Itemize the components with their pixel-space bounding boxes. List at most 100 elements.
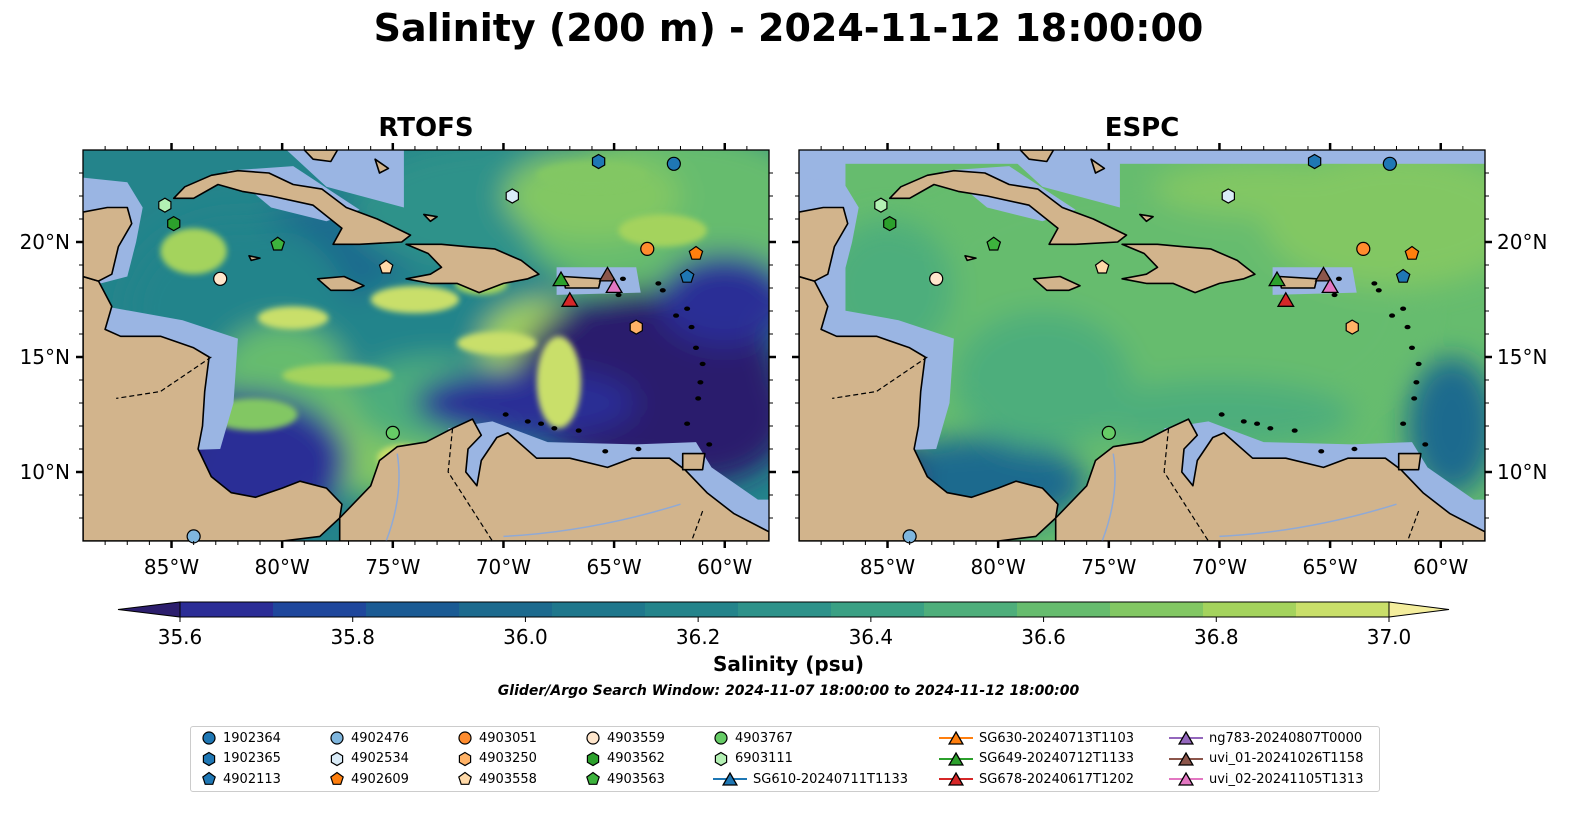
legend-marker-icon	[714, 751, 728, 766]
colorbar-bin	[1110, 602, 1204, 617]
colorbar-tick-label: 37.0	[1367, 625, 1412, 649]
lon-tick-label: 70°W	[1192, 555, 1247, 579]
lon-tick-label: 80°W	[255, 555, 310, 579]
lon-tick-label: 60°W	[1413, 555, 1468, 579]
platform-1902365	[1307, 153, 1322, 170]
platform-4902534	[505, 188, 519, 204]
legend-marker-icon	[458, 771, 472, 785]
lon-tick-label: 75°W	[365, 555, 420, 579]
legend-label: 1902364	[223, 730, 281, 746]
platform-4902534	[1221, 188, 1235, 204]
panel-title-espc: ESPC	[1104, 113, 1180, 143]
legend-item: uvi_02-20241105T1313	[1169, 769, 1363, 789]
legend-marker-icon	[202, 731, 216, 745]
legend-marker-icon	[947, 751, 965, 766]
platform-4903767	[1101, 425, 1116, 440]
legend-item: SG610-20240711T1133	[713, 769, 908, 789]
platform-1902364	[666, 156, 681, 171]
platform-legend: 1902364 1902365 4902113 4902476 4902534 49026…	[190, 726, 1380, 792]
legend-label: 4903562	[607, 751, 665, 766]
legend-label: 4903559	[607, 730, 665, 746]
platform-4903562	[883, 215, 897, 232]
legend-label: SG610-20240711T1133	[753, 771, 909, 787]
colorbar-tick-label: 36.4	[849, 625, 894, 649]
figure-title: Salinity (200 m) - 2024-11-12 18:00:00	[373, 6, 1204, 50]
colorbar-tick-label: 36.8	[1194, 625, 1239, 649]
legend-item: 4903051	[457, 728, 537, 748]
lat-tick-label-left: 10°N	[20, 460, 70, 484]
legend-label: 4903051	[479, 730, 537, 746]
legend-item: 1902364	[201, 728, 281, 748]
lon-tick-label: 70°W	[476, 555, 531, 579]
legend-marker-icon	[947, 771, 965, 786]
legend-item: SG678-20240617T1202	[939, 769, 1134, 789]
legend-marker-icon	[721, 771, 739, 786]
axis-ticks: 85°W 80°W 75°W 70°W 65°W 60°W 85°W 80°W 75°W 70°W…	[20, 143, 1547, 579]
colorbar-bin	[552, 602, 646, 617]
lon-tick-label: 60°W	[697, 555, 752, 579]
legend-item: uvi_01-20241026T1158	[1169, 749, 1363, 769]
rtofs-map-panel	[82, 149, 770, 544]
platform-4902113	[679, 268, 695, 283]
legend-label: 4903250	[479, 751, 537, 766]
legend-item: 4902534	[329, 749, 409, 769]
legend-label: 4903767	[735, 730, 793, 746]
platform-4903051	[640, 241, 655, 257]
legend-label: 6903111	[735, 751, 793, 766]
lat-tick-label-right: 20°N	[1497, 230, 1547, 254]
colorbar-tick-label: 35.8	[330, 625, 375, 649]
platform-4902476	[186, 529, 201, 544]
legend-label: SG649-20240712T1133	[979, 751, 1135, 766]
platform-4903558	[1094, 259, 1110, 274]
colorbar-bin	[645, 602, 739, 617]
legend-marker-icon	[1177, 730, 1195, 745]
legend-item: 4903563	[585, 769, 665, 789]
colorbar-bin	[273, 602, 367, 617]
legend-item: SG630-20240713T1103	[939, 728, 1134, 748]
platform-4903559	[213, 271, 228, 286]
platform-4903767	[385, 425, 400, 440]
legend-item: SG649-20240712T1133	[939, 749, 1134, 769]
platform-1902364	[1382, 156, 1397, 171]
colorbar-min-extension	[117, 601, 181, 618]
legend-marker-icon	[1177, 751, 1195, 766]
platform-4903563	[986, 236, 1002, 251]
platform-SG678-20240617T1202	[560, 291, 579, 307]
panel-title-rtofs: RTOFS	[378, 113, 474, 143]
legend-item: 4903558	[457, 769, 537, 789]
legend-label: 4902534	[351, 751, 409, 766]
lat-tick-label-left: 15°N	[20, 345, 70, 369]
platform-SG678-20240617T1202	[1276, 291, 1295, 307]
colorbar-bin	[831, 602, 925, 617]
legend-marker-icon	[947, 730, 965, 745]
legend-marker-icon	[330, 751, 344, 766]
platform-uvi_02-20241105T1313	[605, 277, 624, 294]
colorbar-tick-label: 36.0	[503, 625, 548, 649]
legend-marker-icon	[458, 731, 472, 745]
lat-tick-label-right: 10°N	[1497, 460, 1547, 484]
platform-SG649-20240712T1133	[552, 270, 570, 287]
legend-marker-icon	[458, 751, 472, 766]
colorbar-tick-label: 36.6	[1021, 625, 1066, 649]
legend-item: 4902476	[329, 728, 409, 748]
legend-marker-icon	[202, 771, 216, 785]
platform-4903250	[1345, 319, 1359, 335]
platform-4902609	[688, 245, 704, 260]
legend-marker-icon	[586, 771, 600, 785]
legend-item: 6903111	[713, 749, 793, 769]
platform-4903563	[270, 236, 286, 251]
colorbar-bin	[1017, 602, 1111, 617]
legend-label: 4902113	[223, 771, 281, 787]
legend-marker-icon	[586, 731, 600, 745]
lon-tick-label: 85°W	[144, 555, 199, 579]
legend-label: uvi_01-20241026T1158	[1209, 751, 1364, 766]
platform-4903562	[167, 215, 181, 232]
platform-uvi_01-20241026T1158	[598, 266, 617, 282]
platform-6903111	[874, 197, 888, 213]
legend-item: 4902609	[329, 769, 409, 789]
legend-item: 4903250	[457, 749, 537, 769]
platform-uvi_01-20241026T1158	[1314, 266, 1333, 282]
lon-tick-label: 65°W	[1302, 555, 1357, 579]
lon-tick-label: 85°W	[860, 555, 915, 579]
